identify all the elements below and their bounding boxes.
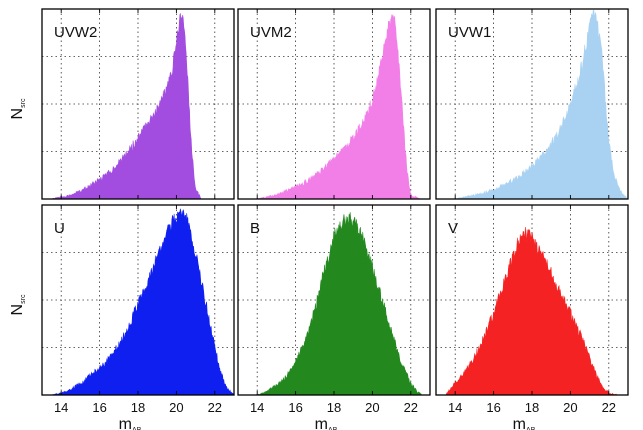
panel-b: B 14 16 18 20 22 mAB	[237, 204, 431, 430]
histogram-uvw2	[51, 13, 234, 200]
histogram-u	[51, 208, 236, 396]
histogram-b	[247, 212, 430, 396]
x-tick-label: 14	[250, 400, 264, 415]
x-tick-label: 16	[288, 400, 302, 415]
panel-label: V	[448, 220, 458, 237]
x-axis-label: mAB	[119, 416, 142, 430]
panel-u: U 14 16 18 20 22 mAB Nsrc	[9, 204, 236, 430]
panel-uvw2: UVW2 Nsrc	[9, 8, 235, 200]
panel-uvm2: UVM2	[237, 8, 431, 200]
x-tick-label: 20	[169, 400, 183, 415]
x-tick-label: 22	[208, 400, 222, 415]
x-axis-label-sub: AB	[132, 427, 142, 430]
x-tick-label: 16	[92, 400, 106, 415]
x-tick-label: 18	[327, 400, 341, 415]
x-tick-label: 18	[525, 400, 539, 415]
panel-label: UVW1	[448, 24, 491, 41]
panel-label: UVM2	[250, 24, 292, 41]
histogram-v	[445, 227, 628, 396]
x-tick-label: 16	[486, 400, 500, 415]
y-axis-label-sub: src	[20, 98, 27, 108]
x-tick-label: 20	[365, 400, 379, 415]
histogram-uvw1	[445, 9, 629, 200]
x-axis-label-sub: AB	[328, 427, 338, 430]
x-tick-label: 20	[563, 400, 577, 415]
panel-label: B	[250, 220, 260, 237]
panel-v: V 14 16 18 20 22 mAB	[435, 204, 629, 430]
y-axis-label: Nsrc	[9, 98, 27, 119]
x-axis-label-sub: AB	[526, 427, 536, 430]
x-tick-label: 18	[131, 400, 145, 415]
panel-uvw1: UVW1	[435, 8, 629, 200]
y-axis-label: Nsrc	[9, 294, 27, 315]
x-axis-label: mAB	[315, 416, 338, 430]
panel-label: U	[54, 220, 65, 237]
histogram-uvm2	[247, 14, 430, 200]
x-tick-label: 22	[404, 400, 418, 415]
panel-label: UVW2	[54, 24, 97, 41]
x-tick-label: 22	[602, 400, 616, 415]
y-axis-label-sub: src	[20, 294, 27, 304]
x-axis-label: mAB	[513, 416, 536, 430]
x-tick-label: 14	[448, 400, 462, 415]
x-tick-label: 14	[54, 400, 68, 415]
